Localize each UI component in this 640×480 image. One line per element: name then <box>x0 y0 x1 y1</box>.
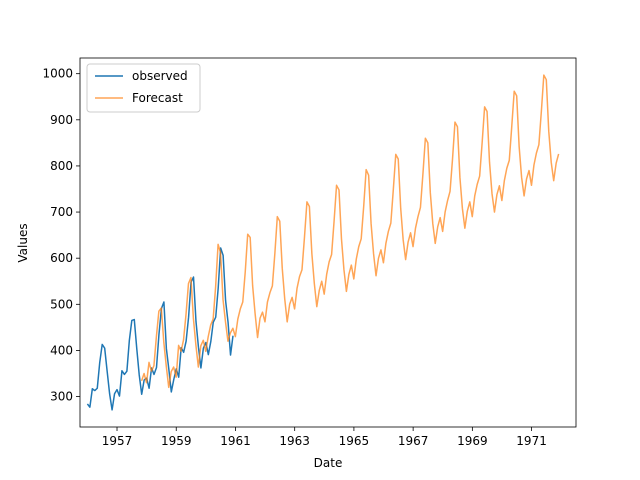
x-tick-label: 1969 <box>457 434 488 448</box>
series-line-observed <box>86 247 234 411</box>
series-line-forecast <box>140 74 560 389</box>
y-tick-label: 900 <box>50 113 73 127</box>
y-tick-label: 700 <box>50 205 73 219</box>
legend: observed Forecast <box>86 63 201 113</box>
plot-area <box>80 58 576 427</box>
axes-frame <box>79 57 577 428</box>
x-axis: 1957 1959 1961 1963 1965 1967 1969 1971 <box>102 427 547 448</box>
x-axis-title: Date <box>314 456 343 470</box>
x-tick-label: 1967 <box>398 434 429 448</box>
y-axis-title: Values <box>16 223 30 262</box>
y-tick-label: 1000 <box>42 67 73 81</box>
y-tick-label: 300 <box>50 390 73 404</box>
legend-label-forecast: Forecast <box>132 91 183 105</box>
x-tick-label: 1963 <box>279 434 310 448</box>
x-tick-label: 1971 <box>516 434 547 448</box>
x-tick-label: 1957 <box>102 434 133 448</box>
x-tick-label: 1959 <box>161 434 192 448</box>
legend-label-observed: observed <box>132 69 188 83</box>
y-tick-label: 400 <box>50 343 73 357</box>
y-tick-label: 800 <box>50 159 73 173</box>
x-tick-label: 1965 <box>339 434 370 448</box>
y-axis: 300 400 500 600 700 800 900 1000 <box>42 67 80 404</box>
y-tick-label: 600 <box>50 251 73 265</box>
series-layer <box>86 74 560 411</box>
x-tick-label: 1961 <box>220 434 251 448</box>
y-tick-label: 500 <box>50 297 73 311</box>
